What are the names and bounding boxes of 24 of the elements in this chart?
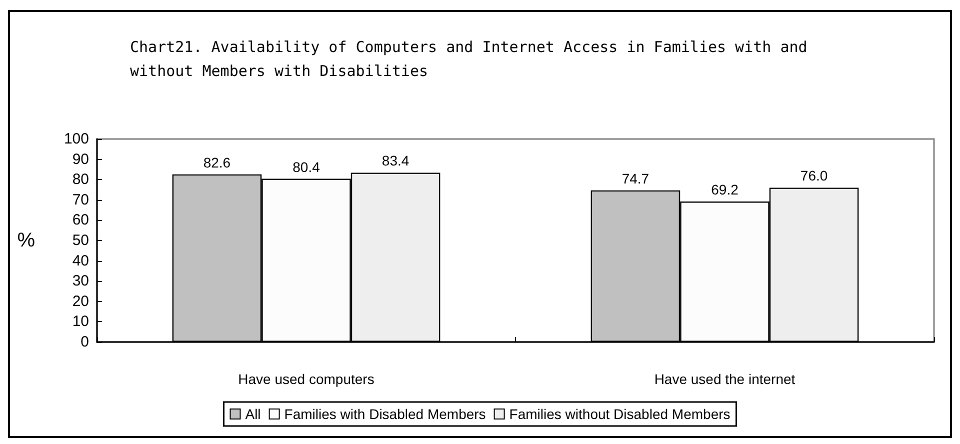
y-tick-label: 0 bbox=[80, 334, 89, 350]
y-tick-label: 70 bbox=[72, 191, 89, 208]
y-tick-label: 20 bbox=[72, 292, 89, 310]
data-label: 83.4 bbox=[382, 152, 410, 169]
y-axis-title: % bbox=[17, 230, 36, 252]
x-tick-label: Have used the internet bbox=[654, 371, 796, 387]
data-label: 76.0 bbox=[800, 168, 828, 184]
y-tick-label: 30 bbox=[72, 272, 89, 290]
y-tick-label: 60 bbox=[72, 212, 89, 229]
y-tick-label: 10 bbox=[72, 313, 89, 330]
legend-label: All bbox=[245, 406, 261, 422]
y-tick-label: 40 bbox=[72, 252, 89, 270]
y-tick-label: 100 bbox=[64, 130, 89, 148]
legend-label: Families without Disabled Members bbox=[509, 406, 730, 422]
x-tick-label: Have used computers bbox=[238, 371, 374, 387]
y-tick-label: 80 bbox=[72, 171, 89, 188]
data-label: 69.2 bbox=[711, 182, 739, 198]
y-tick-label: 50 bbox=[72, 232, 89, 249]
data-label: 82.6 bbox=[203, 154, 231, 170]
legend-label: Families with Disabled Members bbox=[284, 406, 486, 422]
chart-title: Chart21. Availability of Computers and Internet Access in Families with and without Members with Disabilities bbox=[130, 38, 816, 80]
y-tick-label: 90 bbox=[72, 150, 89, 168]
data-label: 80.4 bbox=[292, 158, 320, 175]
data-label: 74.7 bbox=[622, 170, 650, 186]
